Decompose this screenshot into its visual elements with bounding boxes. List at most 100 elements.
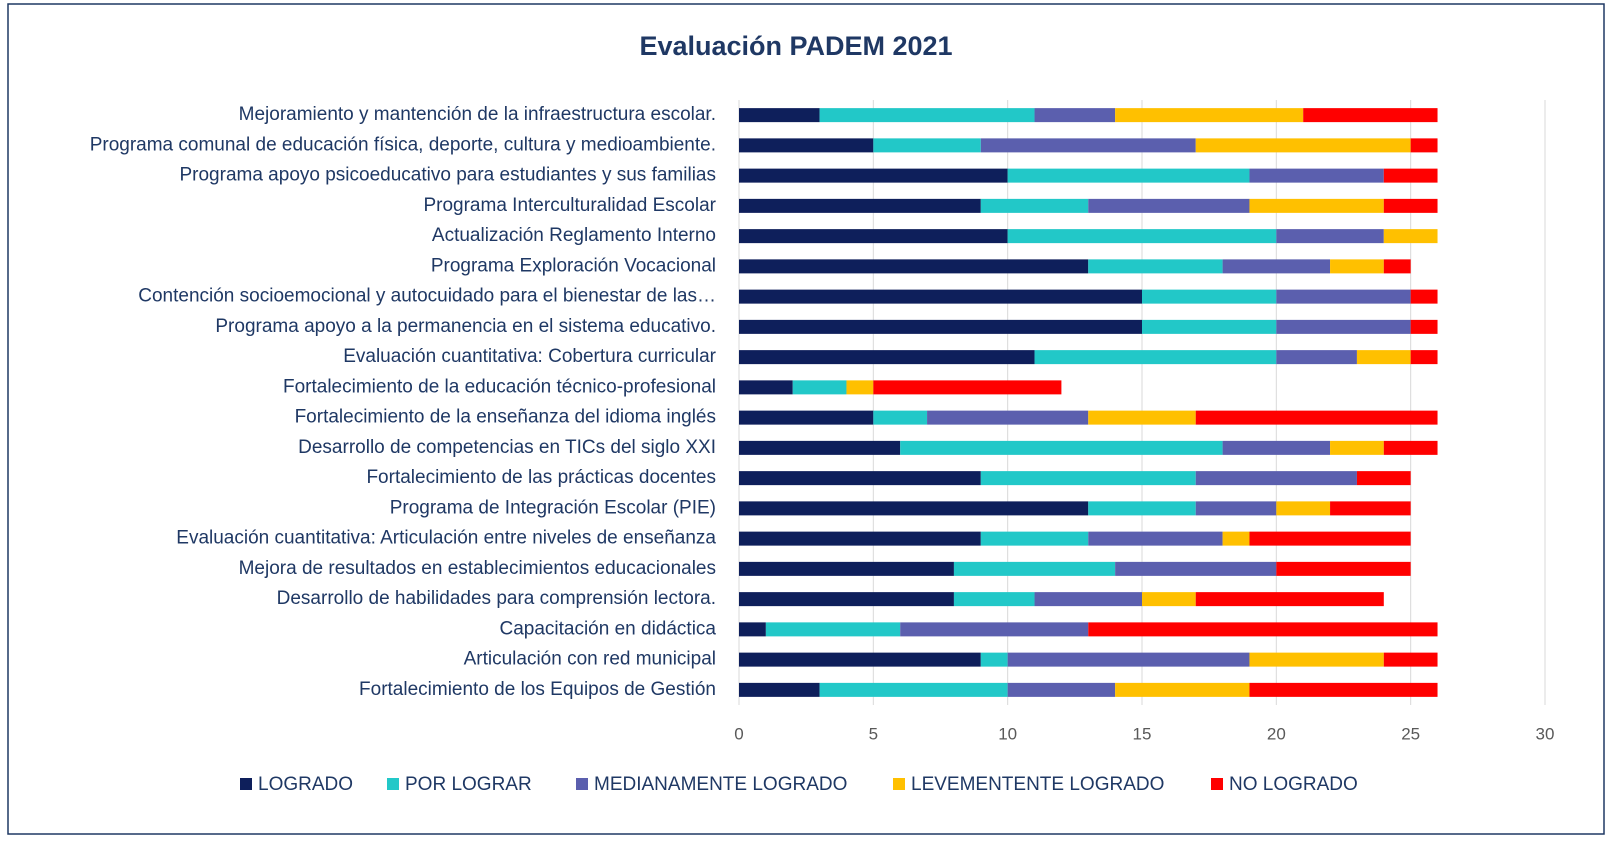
y-tick-label: Articulación con red municipal bbox=[464, 649, 716, 670]
bar-segment bbox=[1088, 501, 1196, 516]
bar-segment bbox=[980, 198, 1089, 213]
y-tick-label: Capacitación en didáctica bbox=[499, 618, 716, 639]
bar-segment bbox=[819, 682, 1008, 697]
bar-segment bbox=[739, 350, 1035, 365]
bar-segment bbox=[1330, 440, 1384, 455]
bar-segment bbox=[1383, 229, 1438, 244]
y-tick-label: Programa Interculturalidad Escolar bbox=[423, 195, 716, 216]
bar-segment bbox=[739, 168, 1008, 183]
bar-segment bbox=[1276, 350, 1357, 365]
bar-segment bbox=[1383, 440, 1438, 455]
bar-segment bbox=[1142, 592, 1196, 607]
bar-segment bbox=[1410, 319, 1438, 334]
y-tick-label: Programa comunal de educación física, de… bbox=[90, 134, 716, 155]
x-tick-label: 25 bbox=[1401, 724, 1420, 743]
y-tick-label: Fortalecimiento de los Equipos de Gestió… bbox=[359, 679, 716, 700]
y-tick-label: Fortalecimiento de las prácticas docente… bbox=[366, 467, 716, 488]
x-tick-label: 20 bbox=[1267, 724, 1286, 743]
y-tick-label: Mejoramiento y mantención de la infraest… bbox=[239, 104, 716, 125]
bar-segment bbox=[819, 108, 1035, 123]
bar-segment bbox=[873, 410, 928, 425]
bar-segment bbox=[980, 138, 1196, 153]
bar-segment bbox=[739, 108, 820, 123]
bar-segment bbox=[739, 229, 1008, 244]
bar-segment bbox=[1222, 531, 1250, 546]
bar-segment bbox=[1410, 350, 1438, 365]
bar-segment bbox=[792, 380, 847, 395]
legend-label: LEVEMENTENTE LOGRADO bbox=[911, 774, 1164, 795]
legend-label: LOGRADO bbox=[258, 774, 353, 795]
bar-segment bbox=[900, 622, 1089, 637]
x-tick-label: 15 bbox=[1133, 724, 1152, 743]
bar-segment bbox=[1276, 501, 1331, 516]
bar-segment bbox=[1276, 319, 1411, 334]
bar-segment bbox=[1249, 682, 1438, 697]
bar-segment bbox=[1383, 259, 1411, 274]
bar-segment bbox=[1249, 652, 1384, 667]
legend-label: POR LOGRAR bbox=[405, 774, 532, 795]
bar-segment bbox=[739, 471, 981, 486]
bar-segment bbox=[739, 561, 954, 576]
bar-segment bbox=[1195, 410, 1438, 425]
bar-segment bbox=[1410, 138, 1438, 153]
bar-segment bbox=[739, 319, 1142, 334]
bar-segment bbox=[739, 440, 901, 455]
bar-segment bbox=[1330, 501, 1411, 516]
bar-segment bbox=[1195, 138, 1411, 153]
bar-segment bbox=[1115, 682, 1250, 697]
bar-segment bbox=[1088, 259, 1223, 274]
bar-segment bbox=[1222, 440, 1331, 455]
bar-segment bbox=[980, 531, 1089, 546]
bar-segment bbox=[1115, 108, 1304, 123]
y-tick-label: Mejora de resultados en establecimientos… bbox=[239, 558, 716, 579]
bar-segment bbox=[980, 471, 1196, 486]
bar-segment bbox=[739, 289, 1142, 304]
y-tick-label: Programa Exploración Vocacional bbox=[431, 255, 716, 276]
bar-segment bbox=[846, 380, 874, 395]
bar-segment bbox=[1249, 168, 1384, 183]
bar-segment bbox=[1276, 289, 1411, 304]
bar-segment bbox=[1356, 350, 1411, 365]
y-tick-label: Programa de Integración Escolar (PIE) bbox=[390, 497, 716, 518]
chart-title: Evaluación PADEM 2021 bbox=[639, 31, 952, 61]
bar-segment bbox=[1222, 259, 1331, 274]
x-tick-label: 0 bbox=[734, 724, 743, 743]
legend-label: NO LOGRADO bbox=[1229, 774, 1358, 795]
bar-segment bbox=[739, 380, 793, 395]
bar-segment bbox=[1088, 410, 1196, 425]
y-tick-label: Fortalecimiento de la educación técnico-… bbox=[283, 376, 716, 397]
bar-segment bbox=[1034, 350, 1277, 365]
bar-segment bbox=[1007, 682, 1116, 697]
bar-segment bbox=[927, 410, 1089, 425]
bar-segment bbox=[1383, 198, 1438, 213]
bar-segment bbox=[1142, 319, 1277, 334]
bar-segment bbox=[1088, 198, 1250, 213]
x-tick-label: 5 bbox=[869, 724, 878, 743]
bar-segment bbox=[1383, 168, 1438, 183]
bar-segment bbox=[873, 138, 981, 153]
legend-swatch bbox=[240, 778, 252, 790]
legend-label: MEDIANAMENTE LOGRADO bbox=[594, 774, 847, 795]
y-tick-label: Programa apoyo a la permanencia en el si… bbox=[215, 316, 716, 337]
bar-segment bbox=[1195, 471, 1357, 486]
y-tick-label: Actualización Reglamento Interno bbox=[432, 225, 716, 246]
y-tick-label: Programa apoyo psicoeducativo para estud… bbox=[179, 165, 716, 186]
bar-segment bbox=[1383, 652, 1438, 667]
bar-segment bbox=[1276, 561, 1411, 576]
bar-segment bbox=[1410, 289, 1438, 304]
bar-segment bbox=[1088, 622, 1438, 637]
legend-swatch bbox=[1211, 778, 1223, 790]
bar-segment bbox=[739, 410, 874, 425]
bar-segment bbox=[900, 440, 1223, 455]
bar-segment bbox=[953, 592, 1035, 607]
bar-segment bbox=[1195, 592, 1384, 607]
bar-segment bbox=[1142, 289, 1277, 304]
bar-segment bbox=[739, 259, 1089, 274]
x-tick-label: 30 bbox=[1536, 724, 1555, 743]
bar-segment bbox=[739, 138, 874, 153]
y-tick-label: Fortalecimiento de la enseñanza del idio… bbox=[295, 407, 716, 428]
bar-segment bbox=[1007, 229, 1277, 244]
bar-segment bbox=[739, 531, 981, 546]
bar-segment bbox=[1276, 229, 1384, 244]
